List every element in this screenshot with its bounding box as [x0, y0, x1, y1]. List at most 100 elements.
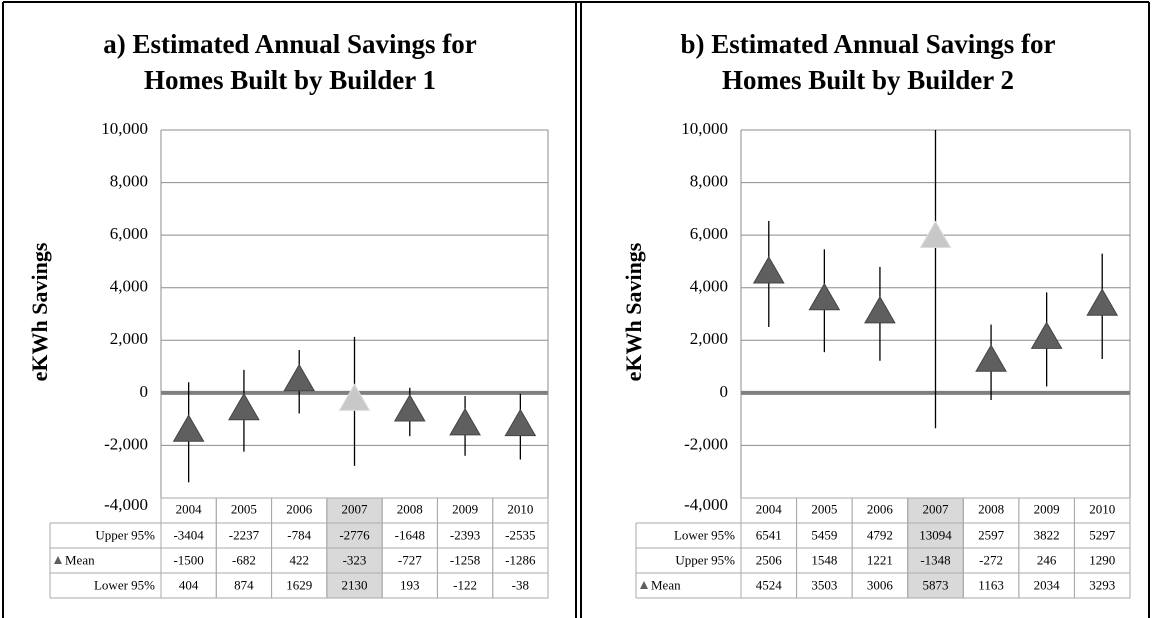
data-label: -3404	[173, 527, 204, 542]
mean-marker	[1030, 321, 1063, 349]
y-tick-label: 4,000	[690, 277, 728, 296]
mean-marker	[283, 363, 316, 392]
data-label: -1258	[450, 552, 480, 567]
data-label: 2597	[978, 527, 1005, 542]
data-label: -682	[232, 552, 256, 567]
data-label: 1163	[978, 577, 1004, 592]
legend-marker	[640, 581, 648, 589]
data-label: -784	[287, 527, 311, 542]
mean-marker	[504, 408, 537, 437]
data-label: 404	[179, 577, 199, 592]
mean-marker	[393, 393, 426, 422]
data-label: -2535	[505, 527, 535, 542]
data-label: 2034	[1034, 577, 1061, 592]
x-tick-label: 2006	[286, 501, 313, 516]
data-label: 3822	[1034, 527, 1060, 542]
data-label: 193	[400, 577, 420, 592]
chart-title: a) Estimated Annual Savings for	[103, 29, 477, 59]
y-tick-label: 2,000	[110, 329, 148, 348]
x-tick-label: 2008	[978, 501, 1004, 516]
data-label: 3006	[867, 577, 894, 592]
y-tick-label: -4,000	[684, 495, 728, 514]
mean-marker	[1086, 288, 1119, 316]
data-label: 5297	[1089, 527, 1116, 542]
x-tick-label: 2006	[867, 501, 894, 516]
chart-title: Homes Built by Builder 1	[144, 65, 436, 95]
y-axis-label: eKWh Savings	[27, 242, 52, 381]
y-tick-label: 8,000	[110, 171, 148, 190]
y-tick-label: 0	[140, 382, 149, 401]
mean-marker	[338, 383, 371, 411]
mean-marker	[808, 282, 841, 311]
mean-marker	[975, 344, 1007, 372]
y-tick-label: 2,000	[690, 329, 728, 348]
data-label: -2393	[450, 527, 480, 542]
data-label: 1629	[286, 577, 312, 592]
data-label: 2506	[756, 552, 783, 567]
data-label: 6541	[756, 527, 782, 542]
data-label: 4524	[756, 577, 783, 592]
data-label: -1648	[395, 527, 425, 542]
y-axis-label: eKWh Savings	[621, 242, 646, 381]
chart-title: b) Estimated Annual Savings for	[680, 29, 1055, 59]
y-tick-label: -2,000	[104, 434, 148, 453]
y-tick-label: -2,000	[684, 434, 728, 453]
y-tick-label: 10,000	[101, 119, 148, 138]
x-tick-label: 2007	[342, 501, 369, 516]
data-label: 422	[289, 552, 309, 567]
mean-marker	[172, 414, 205, 442]
y-tick-label: 10,000	[681, 119, 728, 138]
y-tick-label: 0	[720, 382, 729, 401]
mean-marker	[752, 255, 785, 284]
legend-marker	[54, 556, 62, 564]
data-label: 1548	[811, 552, 837, 567]
mean-marker	[919, 220, 952, 248]
data-label: 1221	[867, 552, 893, 567]
data-label: 3293	[1089, 577, 1115, 592]
data-label: -2237	[229, 527, 260, 542]
marks	[752, 130, 1119, 429]
legend-label: Mean	[651, 577, 681, 592]
data-label: 5459	[811, 527, 837, 542]
data-label: 1290	[1089, 552, 1115, 567]
data-label: -1286	[505, 552, 536, 567]
x-tick-label: 2009	[1034, 501, 1060, 516]
legend-label: Mean	[65, 552, 95, 567]
data-label: 874	[234, 577, 254, 592]
data-label: 4792	[867, 527, 893, 542]
legend-label: Lower 95%	[674, 527, 735, 542]
data-label: -1500	[173, 552, 203, 567]
data-label: 246	[1037, 552, 1057, 567]
x-tick-label: 2004	[176, 501, 203, 516]
data-label: -2776	[339, 527, 370, 542]
y-tick-label: 6,000	[690, 224, 728, 243]
data-label: 5873	[923, 577, 949, 592]
data-label: 2130	[342, 577, 368, 592]
mean-marker	[864, 295, 896, 324]
data-label: 13094	[919, 527, 952, 542]
legend-label: Upper 95%	[95, 527, 155, 542]
x-tick-label: 2008	[397, 501, 423, 516]
legend-label: Upper 95%	[675, 552, 735, 567]
y-tick-label: 6,000	[110, 224, 148, 243]
x-tick-label: 2010	[1089, 501, 1115, 516]
data-label: -38	[512, 577, 529, 592]
x-tick-label: 2005	[811, 501, 837, 516]
data-label: 3503	[811, 577, 837, 592]
y-tick-label: -4,000	[104, 495, 148, 514]
mean-marker	[228, 392, 260, 421]
mean-marker	[449, 407, 481, 436]
marks	[172, 336, 537, 483]
y-tick-label: 8,000	[690, 171, 728, 190]
x-tick-label: 2007	[923, 501, 950, 516]
data-label: -1348	[920, 552, 950, 567]
chart-title: Homes Built by Builder 2	[722, 65, 1014, 95]
x-tick-label: 2004	[756, 501, 783, 516]
data-label: -272	[979, 552, 1003, 567]
x-tick-label: 2010	[507, 501, 533, 516]
data-label: -727	[398, 552, 422, 567]
data-label: -122	[453, 577, 477, 592]
y-tick-label: 4,000	[110, 277, 148, 296]
x-tick-label: 2009	[452, 501, 478, 516]
